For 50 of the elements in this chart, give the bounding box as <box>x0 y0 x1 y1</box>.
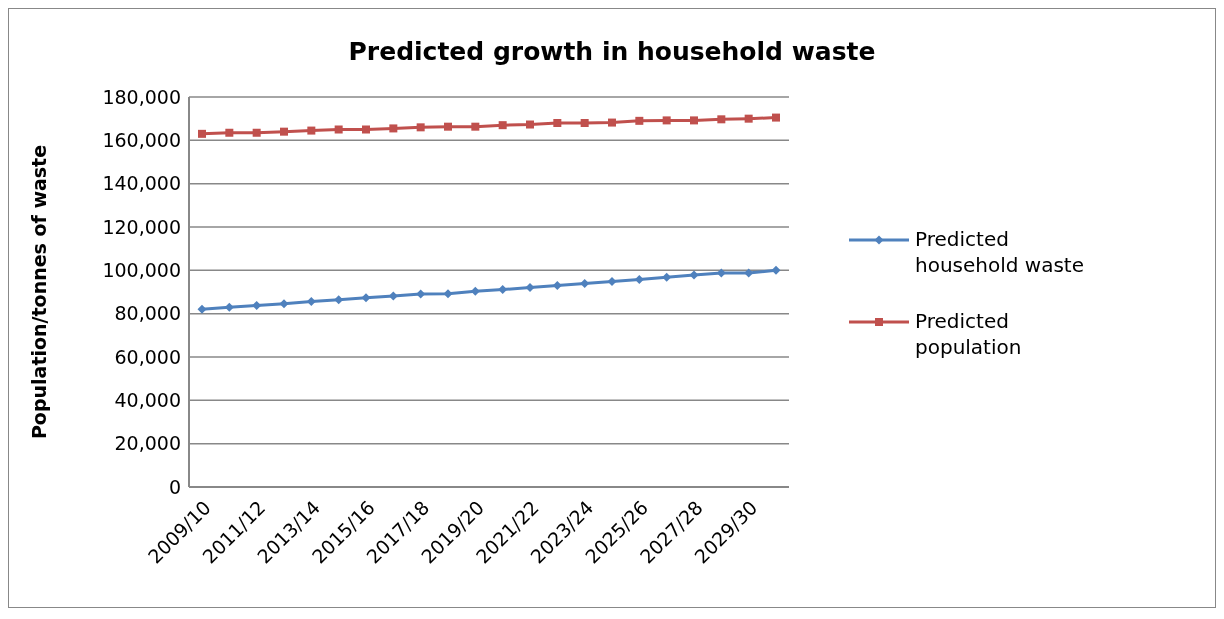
point <box>662 272 672 282</box>
legend-label: Predicted population <box>915 308 1023 360</box>
point <box>717 115 726 124</box>
y-tick-label: 140,000 <box>102 172 181 195</box>
point <box>198 129 206 138</box>
point <box>498 121 507 130</box>
y-tick-label: 180,000 <box>102 85 181 108</box>
point <box>416 123 425 132</box>
y-tick-label: 0 <box>168 475 181 498</box>
point <box>635 116 644 125</box>
y-tick-label: 60,000 <box>114 345 181 368</box>
y-tick-label: 120,000 <box>102 215 181 238</box>
point <box>662 116 671 125</box>
point <box>690 116 698 125</box>
point <box>607 276 617 286</box>
point <box>252 300 262 310</box>
point <box>444 122 452 131</box>
point <box>197 304 207 314</box>
point <box>744 114 753 123</box>
point <box>580 279 590 289</box>
point <box>498 285 508 295</box>
y-tick-label: 40,000 <box>114 389 181 412</box>
point <box>334 125 343 134</box>
y-axis-title: Population/tonnes of waste <box>27 144 50 440</box>
point <box>225 128 234 137</box>
point <box>362 125 370 134</box>
y-tick-label: 20,000 <box>114 432 181 455</box>
point <box>580 119 589 127</box>
point <box>471 122 480 131</box>
point <box>252 128 261 137</box>
point <box>772 113 780 122</box>
chart-title: Predicted growth in household waste <box>347 37 877 66</box>
y-tick-label: 160,000 <box>102 129 181 152</box>
point <box>443 289 453 299</box>
point <box>525 282 535 292</box>
point <box>771 265 781 275</box>
point <box>634 274 644 284</box>
point <box>470 286 480 296</box>
point <box>608 118 616 127</box>
point <box>553 119 562 127</box>
y-tick-label: 80,000 <box>114 302 181 325</box>
point <box>280 127 288 136</box>
point <box>526 120 534 129</box>
point <box>689 270 699 280</box>
point <box>307 126 316 135</box>
legend-label: Predicted household waste <box>915 226 1085 278</box>
y-tick-label: 100,000 <box>102 259 181 282</box>
point <box>306 297 316 307</box>
point <box>552 281 562 290</box>
point <box>389 124 398 133</box>
